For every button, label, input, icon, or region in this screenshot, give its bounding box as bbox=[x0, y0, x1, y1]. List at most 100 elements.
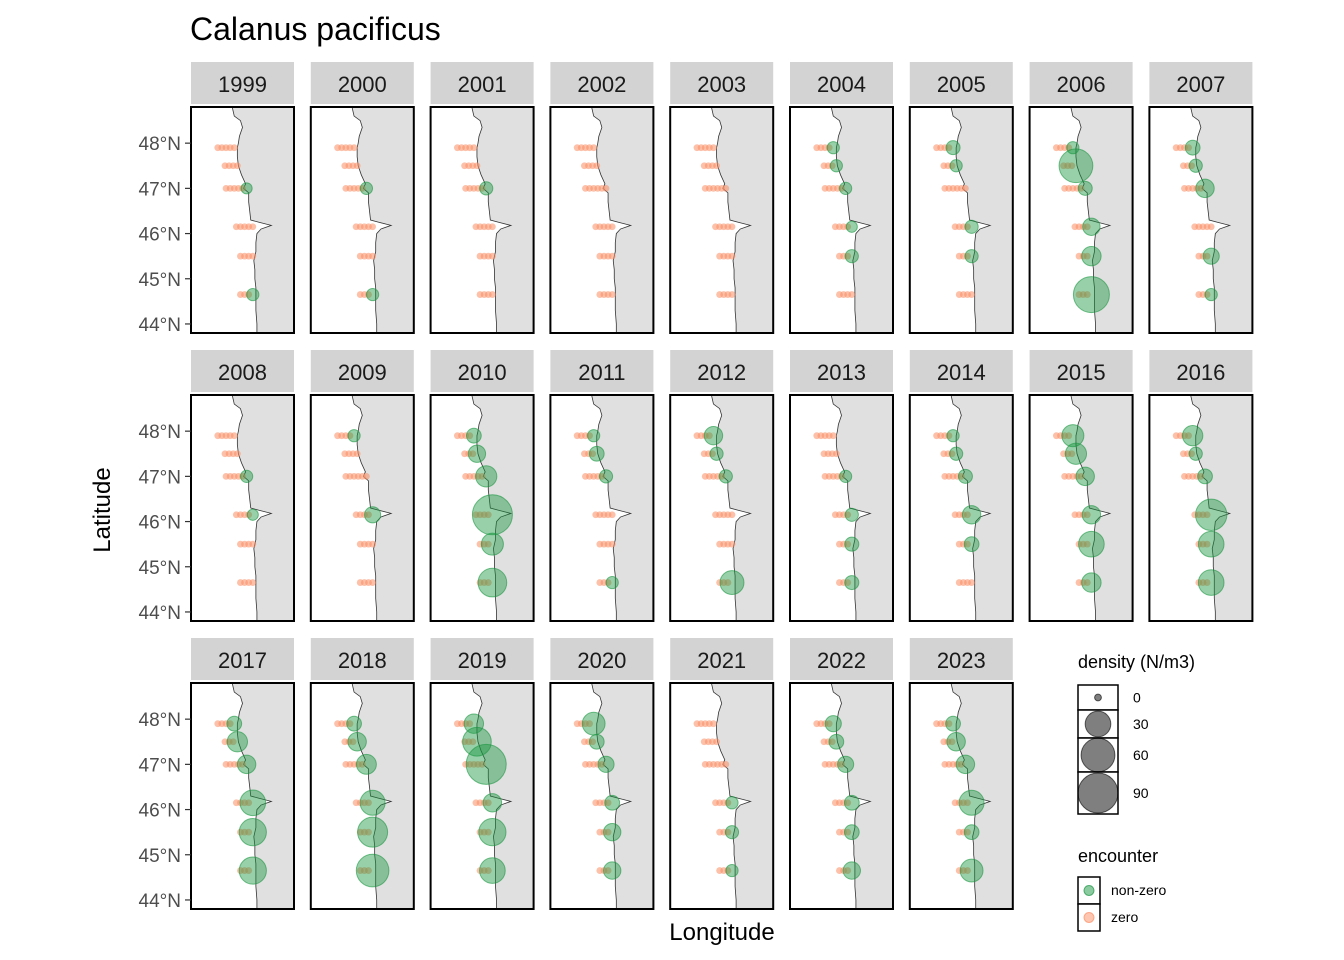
point-2015-zero bbox=[1068, 450, 1076, 458]
strip-label-1999: 1999 bbox=[218, 72, 267, 97]
point-2008-zero bbox=[249, 579, 257, 586]
point-2014-nonzero bbox=[961, 505, 982, 525]
panel-2023: 2023 bbox=[908, 638, 1014, 910]
y-tick-label: 47°N bbox=[139, 755, 181, 776]
point-2010-nonzero bbox=[480, 532, 504, 556]
point-2018-nonzero bbox=[346, 715, 362, 732]
panel-border-2013 bbox=[789, 394, 894, 622]
point-2022-nonzero bbox=[824, 715, 842, 733]
point-2012-zero bbox=[718, 472, 726, 480]
y-tick-label: 48°N bbox=[139, 422, 181, 443]
panel-2014: 2014 bbox=[908, 350, 1014, 622]
point-2007-zero bbox=[1207, 223, 1215, 231]
point-2010-zero bbox=[484, 511, 492, 519]
point-2007-nonzero bbox=[1188, 158, 1203, 173]
strip-label-2005: 2005 bbox=[937, 72, 986, 97]
point-2017-nonzero bbox=[239, 789, 267, 817]
point-2016-zero bbox=[1203, 540, 1211, 548]
panel-border-2015 bbox=[1028, 394, 1134, 622]
strip-2016 bbox=[1149, 350, 1253, 392]
point-2012-zero bbox=[728, 540, 736, 548]
point-2012-nonzero bbox=[703, 425, 724, 446]
point-2020-zero bbox=[586, 720, 593, 728]
point-2004-nonzero bbox=[829, 159, 843, 173]
point-1999-zero bbox=[249, 223, 257, 231]
point-2020-nonzero bbox=[603, 822, 622, 842]
point-2022-nonzero bbox=[843, 794, 860, 811]
strip-label-2014: 2014 bbox=[937, 360, 986, 385]
panel-border-2006 bbox=[1028, 106, 1134, 334]
strip-2003 bbox=[670, 62, 774, 104]
y-tick-label: 45°N bbox=[139, 558, 181, 579]
point-2006-zero bbox=[1083, 223, 1091, 231]
point-2012-zero bbox=[709, 450, 716, 458]
panel-2000: 2000 bbox=[309, 62, 415, 334]
point-2003-zero bbox=[722, 184, 730, 192]
point-2004-nonzero bbox=[845, 220, 858, 233]
point-2010-nonzero bbox=[465, 427, 482, 444]
point-2017-nonzero bbox=[226, 715, 243, 732]
point-2006-zero bbox=[1083, 252, 1091, 260]
point-2010-nonzero bbox=[475, 465, 498, 488]
panel-2006: 2006 bbox=[1028, 62, 1134, 334]
point-2021-zero bbox=[722, 760, 730, 768]
point-2017-zero bbox=[245, 867, 253, 874]
point-2015-nonzero bbox=[1064, 442, 1088, 465]
point-2023-zero bbox=[948, 738, 956, 746]
point-2011-zero bbox=[608, 540, 616, 548]
point-2020-nonzero bbox=[604, 794, 621, 811]
point-2001-zero bbox=[489, 223, 496, 231]
point-2000-zero bbox=[369, 252, 376, 260]
point-2022-zero bbox=[844, 828, 852, 836]
panel-2020: 2020 bbox=[549, 638, 655, 910]
strip-label-2008: 2008 bbox=[218, 360, 267, 385]
point-2006-zero bbox=[1077, 184, 1085, 192]
strip-2018 bbox=[310, 638, 414, 680]
legend-size-circle bbox=[1080, 737, 1116, 773]
point-2013-zero bbox=[829, 432, 837, 440]
point-2013-zero bbox=[844, 579, 852, 586]
point-1999-nonzero bbox=[240, 182, 253, 195]
strip-2022 bbox=[790, 638, 893, 680]
panel-2022: 2022 bbox=[789, 638, 894, 910]
point-2011-zero bbox=[608, 511, 616, 519]
strip-label-2011: 2011 bbox=[578, 360, 625, 385]
point-2019-nonzero bbox=[478, 818, 507, 847]
point-2012-nonzero bbox=[719, 570, 745, 596]
legend-size-circle bbox=[1077, 772, 1119, 814]
land-2013 bbox=[830, 395, 893, 621]
point-2009-zero bbox=[363, 472, 370, 480]
land-2019 bbox=[471, 683, 534, 909]
point-2018-zero bbox=[346, 720, 354, 728]
panel-border-2012 bbox=[669, 394, 775, 622]
point-2014-nonzero bbox=[949, 446, 964, 461]
panel-border-2004 bbox=[789, 106, 894, 334]
point-2000-zero bbox=[369, 223, 376, 231]
panel-2015: 2015 bbox=[1028, 350, 1134, 622]
point-2017-nonzero bbox=[238, 856, 267, 885]
point-2006-nonzero bbox=[1081, 245, 1102, 267]
y-tick-label: 48°N bbox=[139, 710, 181, 731]
point-2014-nonzero bbox=[963, 536, 980, 553]
panel-border-2002 bbox=[549, 106, 655, 334]
panel-2002: 2002 bbox=[549, 62, 655, 334]
point-2022-zero bbox=[838, 760, 845, 768]
point-2021-zero bbox=[713, 738, 720, 746]
point-2010-nonzero bbox=[471, 494, 513, 536]
point-2018-zero bbox=[365, 867, 372, 874]
strip-2013 bbox=[790, 350, 893, 392]
point-2001-zero bbox=[489, 291, 496, 298]
point-2021-zero bbox=[724, 828, 732, 836]
strip-2015 bbox=[1029, 350, 1133, 392]
point-2013-zero bbox=[832, 450, 840, 458]
panel-2001: 2001 bbox=[429, 62, 535, 334]
point-1999-zero bbox=[249, 252, 257, 260]
strip-2006 bbox=[1029, 62, 1133, 104]
point-2018-nonzero bbox=[357, 816, 389, 848]
panel-1999: 1999 48°N 47°N 46°N 45°N 44°N bbox=[139, 62, 295, 336]
land-2014 bbox=[950, 395, 1013, 621]
strip-2001 bbox=[430, 62, 534, 104]
panel-2009: 2009 bbox=[309, 350, 415, 622]
land-2008 bbox=[231, 395, 294, 621]
point-2014-zero bbox=[968, 579, 975, 586]
